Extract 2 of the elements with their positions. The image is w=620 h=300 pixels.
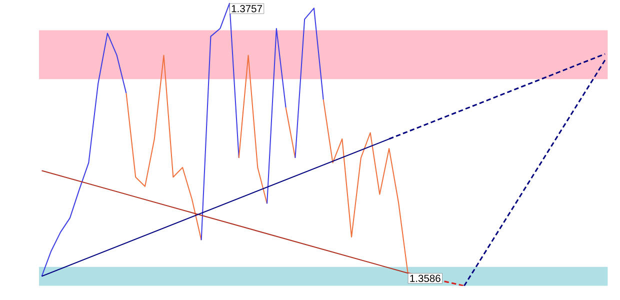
annotation: 1.3586 <box>410 274 440 282</box>
annotation: 1.3757 <box>232 5 262 12</box>
